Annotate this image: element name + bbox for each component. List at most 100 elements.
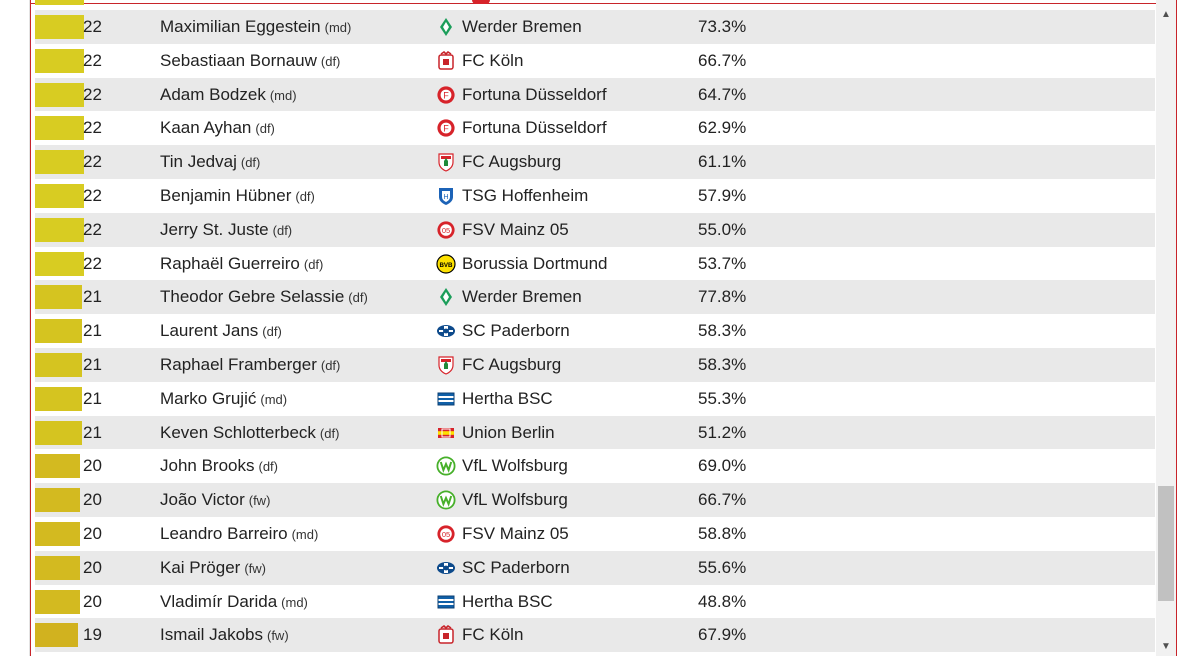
player-position: (md) <box>324 20 352 35</box>
club-name: SC Paderborn <box>462 557 570 577</box>
player-name: Tin Jedvaj <box>160 152 237 172</box>
goal-bar <box>35 521 80 546</box>
player-position: (md) <box>269 87 297 103</box>
hertha-bsc-icon <box>437 595 455 609</box>
goal-bar <box>35 183 84 208</box>
percentage-value: 58.3% <box>698 321 747 341</box>
goal-bar <box>35 82 84 107</box>
player-name: Raphaël Guerreiro <box>160 253 300 273</box>
player-name: Raphael Framberger <box>160 354 317 374</box>
percentage-value: 69.0% <box>698 456 747 476</box>
club-name: Hertha BSC <box>462 388 553 408</box>
club-name: Borussia Dortmund <box>462 253 608 273</box>
table-row: 22 Maximilian Eggestein (md) Werder Bremen 7… <box>35 10 1155 44</box>
club-name: Fortuna Düsseldorf <box>462 84 607 104</box>
player-name: João Victor <box>160 490 245 510</box>
sc-paderborn-icon <box>437 561 455 574</box>
player-cell: Adam Bodzek (md) <box>160 78 297 113</box>
goals-value: 20 <box>83 557 102 577</box>
player-name: Theodor Gebre Selassie <box>160 287 345 307</box>
table-row: 20 Leandro Barreiro (md) 05 FSV Mainz 05 58.8… <box>35 517 1155 551</box>
percentage-value: 73.3% <box>698 17 747 36</box>
club-name: FSV Mainz 05 <box>462 219 569 239</box>
werder-bremen-icon <box>440 18 452 36</box>
club-name: Fortuna Düsseldorf <box>462 118 607 138</box>
club-name: VfL Wolfsburg <box>462 490 568 510</box>
percentage-value: 48.8% <box>698 591 747 611</box>
club-logo-icon <box>472 0 490 4</box>
club-name: Werder Bremen <box>462 287 582 307</box>
goal-bar <box>35 589 80 614</box>
goal-bar <box>35 488 80 513</box>
player-position: (md) <box>291 526 319 542</box>
table-row: 20 Kai Pröger (fw) SC Paderborn 55.6% <box>35 550 1155 585</box>
goals-value: 22 <box>83 219 102 239</box>
player-position: (df) <box>303 256 324 272</box>
player-cell: Laurent Jans (df) <box>160 314 282 349</box>
player-position: (fw) <box>266 628 289 644</box>
table-frame-top <box>30 0 1177 4</box>
player-cell: Ismail Jakobs (fw) <box>160 618 289 653</box>
table-row: 20 Vladimír Darida (md) Hertha BSC 48.8% <box>35 585 1155 619</box>
table-row: 22 Raphaël Guerreiro (df) BVB Borussia Dortm… <box>35 247 1155 281</box>
scroll-thumb[interactable] <box>1158 486 1174 601</box>
player-position: (df) <box>258 459 279 475</box>
player-cell: Raphael Framberger (df) <box>160 348 340 383</box>
player-name: Vladimír Darida <box>160 591 278 611</box>
goal-bar <box>35 454 80 479</box>
goals-value: 21 <box>83 287 102 307</box>
player-name: Laurent Jans <box>160 321 259 341</box>
percentage-value: 66.7% <box>698 50 747 70</box>
player-position: (df) <box>295 188 315 204</box>
percentage-value: 64.7% <box>698 84 747 104</box>
goals-value: 21 <box>83 422 102 442</box>
table-row: 22 Adam Bodzek (md) F Fortuna Düsseldorf 64.7… <box>35 77 1155 113</box>
table-row: 21 Laurent Jans (df) SC Paderborn 58.3% <box>35 314 1155 348</box>
scroll-down-icon[interactable]: ▼ <box>1161 641 1171 652</box>
percentage-value: 77.8% <box>698 287 747 307</box>
goal-bar <box>35 0 84 5</box>
vfl-wolfsburg-icon <box>436 456 456 476</box>
player-cell: Marko Grujić (md) <box>160 382 287 417</box>
goal-bar <box>35 623 78 648</box>
player-position: (df) <box>240 155 261 171</box>
player-name: Kai Pröger <box>160 557 241 577</box>
svg-text:05: 05 <box>442 226 450 235</box>
club-name: Union Berlin <box>462 422 555 442</box>
goals-value: 22 <box>83 253 102 273</box>
club-name: TSG Hoffenheim <box>462 185 589 205</box>
percentage-value: 55.6% <box>698 557 747 577</box>
scroll-up-icon[interactable]: ▲ <box>1161 9 1171 20</box>
percentage-value: 67.9% <box>698 625 747 645</box>
percentage-value: 66.7% <box>698 490 747 510</box>
club-name: VfL Wolfsburg <box>462 456 568 476</box>
player-cell: Sebastiaan Bornauw (df) <box>160 44 340 79</box>
borussia-dortmund-icon: BVB <box>436 253 456 274</box>
fc-koln-icon <box>438 50 454 70</box>
club-name: FC Köln <box>462 625 524 645</box>
goal-bar <box>35 386 82 411</box>
goal-bar <box>35 319 82 344</box>
table-row: 20 John Brooks (df) VfL Wolfsburg 69.0% <box>35 449 1155 483</box>
percentage-value: 61.1% <box>698 152 747 172</box>
vfl-wolfsburg-icon <box>436 490 456 510</box>
svg-text:F: F <box>443 90 449 100</box>
partial-top-row <box>35 0 1155 5</box>
table-row: 21 Theodor Gebre Selassie (df) Werder Breme… <box>35 280 1155 315</box>
fc-augsburg-icon <box>438 356 454 375</box>
player-cell: Vladimír Darida (md) <box>160 585 308 620</box>
vertical-scrollbar[interactable]: ▲ ▼ <box>1156 0 1176 656</box>
player-name: Benjamin Hübner <box>160 185 292 205</box>
hertha-bsc-icon <box>437 392 455 406</box>
table-frame <box>30 0 1177 656</box>
player-position: (df) <box>262 324 282 340</box>
player-cell: Kaan Ayhan (df) <box>160 111 275 146</box>
goal-bar <box>35 555 80 580</box>
goals-value: 22 <box>83 17 102 36</box>
table-row: 19 Ismail Jakobs (fw) FC Köln 67.9% <box>35 618 1155 653</box>
goals-value: 22 <box>83 84 102 104</box>
player-cell: João Victor (fw) <box>160 483 270 518</box>
goal-bar <box>35 116 84 141</box>
goals-value: 19 <box>83 625 102 645</box>
player-position: (md) <box>281 594 308 610</box>
